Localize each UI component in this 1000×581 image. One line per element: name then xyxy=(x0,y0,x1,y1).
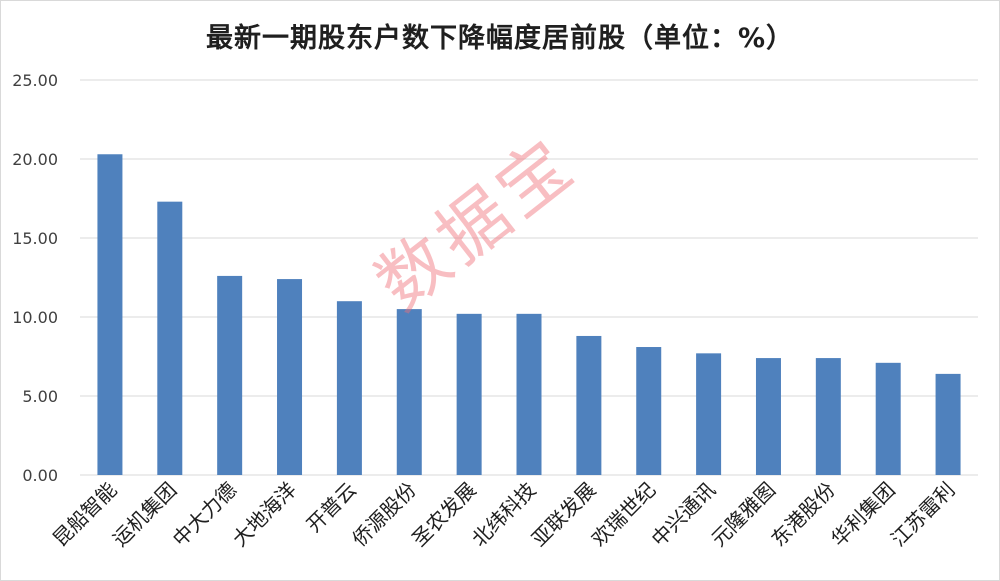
bar xyxy=(97,154,123,475)
chart-title: 最新一期股东户数下降幅度居前股（单位：%） xyxy=(205,23,795,54)
bar xyxy=(336,301,362,475)
bar xyxy=(815,358,841,475)
bar xyxy=(576,335,602,475)
x-tick-label: 圣农发展 xyxy=(407,478,481,552)
x-tick-label: 东港股份 xyxy=(766,478,840,552)
x-tick-label: 亚联发展 xyxy=(527,478,601,552)
bar xyxy=(396,309,422,475)
x-tick-label: 大地海洋 xyxy=(228,478,302,552)
x-tick-label: 华利集团 xyxy=(826,478,900,552)
x-tick-label: 运机集团 xyxy=(108,478,182,552)
bar xyxy=(696,353,722,475)
x-tick-label: 侨源股份 xyxy=(347,478,421,552)
y-tick-label: 15.00 xyxy=(12,229,58,248)
bar xyxy=(277,279,303,475)
y-tick-label: 5.00 xyxy=(22,387,58,406)
bar xyxy=(935,373,961,475)
x-tick-label: 北纬科技 xyxy=(467,478,541,552)
bar xyxy=(636,347,662,475)
y-tick-label: 25.00 xyxy=(12,71,58,90)
x-tick-label: 欢瑞世纪 xyxy=(587,478,661,552)
bar xyxy=(516,313,542,475)
y-tick-label: 0.00 xyxy=(22,466,58,485)
x-tick-label: 中兴通讯 xyxy=(647,478,721,552)
x-tick-label: 元隆雅图 xyxy=(706,478,780,552)
bar xyxy=(456,313,482,475)
bar xyxy=(755,358,781,475)
bar xyxy=(157,201,183,475)
x-tick-label: 江苏雷利 xyxy=(886,478,960,552)
x-tick-label: 中大力德 xyxy=(168,478,242,552)
bar xyxy=(217,275,243,475)
bar xyxy=(875,362,901,475)
x-tick-label: 昆船智能 xyxy=(48,478,122,552)
y-tick-label: 10.00 xyxy=(12,308,58,327)
y-tick-label: 20.00 xyxy=(12,150,58,169)
